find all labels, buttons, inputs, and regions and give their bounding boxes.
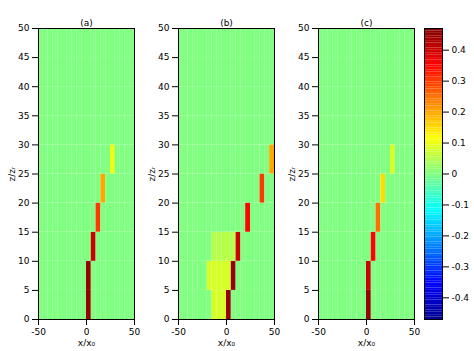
svg-text:40: 40 [18, 82, 30, 92]
svg-text:50: 50 [409, 327, 420, 337]
svg-text:20: 20 [18, 198, 30, 208]
svg-text:0: 0 [164, 314, 170, 324]
svg-text:40: 40 [298, 82, 310, 92]
svg-text:10: 10 [158, 256, 170, 266]
svg-text:5: 5 [304, 285, 310, 295]
svg-text:25: 25 [18, 169, 29, 179]
svg-text:(b): (b) [220, 18, 233, 28]
svg-text:0: 0 [452, 169, 458, 179]
svg-text:0.3: 0.3 [452, 76, 466, 86]
svg-text:20: 20 [298, 198, 310, 208]
svg-text:x/x₀: x/x₀ [358, 338, 376, 348]
svg-text:(a): (a) [80, 18, 93, 28]
svg-text:0: 0 [364, 327, 370, 337]
svg-text:50: 50 [158, 23, 170, 33]
svg-text:0.2: 0.2 [452, 107, 466, 117]
svg-text:-0.3: -0.3 [452, 262, 470, 272]
svg-text:0: 0 [84, 327, 90, 337]
svg-text:15: 15 [18, 227, 29, 237]
svg-text:5: 5 [164, 285, 170, 295]
svg-text:45: 45 [18, 52, 29, 62]
svg-text:z/zᵣ: z/zᵣ [147, 166, 157, 181]
svg-text:5: 5 [24, 285, 30, 295]
svg-text:-50: -50 [171, 327, 186, 337]
svg-text:30: 30 [158, 140, 170, 150]
svg-text:0: 0 [24, 314, 30, 324]
svg-text:-0.2: -0.2 [452, 231, 470, 241]
svg-text:10: 10 [18, 256, 30, 266]
svg-text:z/zᵣ: z/zᵣ [7, 166, 17, 181]
svg-text:25: 25 [298, 169, 309, 179]
svg-text:35: 35 [18, 111, 29, 121]
svg-text:45: 45 [298, 52, 309, 62]
svg-text:30: 30 [18, 140, 30, 150]
svg-text:50: 50 [269, 327, 280, 337]
svg-text:-0.4: -0.4 [452, 293, 470, 303]
svg-text:25: 25 [158, 169, 169, 179]
svg-text:0: 0 [224, 327, 230, 337]
svg-text:40: 40 [158, 82, 170, 92]
svg-text:0: 0 [304, 314, 310, 324]
svg-text:-50: -50 [31, 327, 46, 337]
svg-text:20: 20 [158, 198, 170, 208]
svg-text:35: 35 [158, 111, 169, 121]
svg-text:0.1: 0.1 [452, 138, 466, 148]
svg-text:50: 50 [298, 23, 310, 33]
svg-text:30: 30 [298, 140, 310, 150]
svg-text:-50: -50 [311, 327, 326, 337]
svg-text:10: 10 [298, 256, 310, 266]
svg-text:x/x₀: x/x₀ [218, 338, 236, 348]
svg-text:-0.1: -0.1 [452, 200, 470, 210]
svg-text:45: 45 [158, 52, 169, 62]
svg-text:35: 35 [298, 111, 309, 121]
svg-text:50: 50 [129, 327, 140, 337]
svg-text:0.4: 0.4 [452, 45, 467, 55]
svg-text:z/zᵣ: z/zᵣ [287, 166, 297, 181]
svg-text:x/x₀: x/x₀ [78, 338, 96, 348]
svg-text:50: 50 [18, 23, 30, 33]
svg-text:15: 15 [158, 227, 169, 237]
svg-text:(c): (c) [361, 18, 373, 28]
svg-text:15: 15 [298, 227, 309, 237]
